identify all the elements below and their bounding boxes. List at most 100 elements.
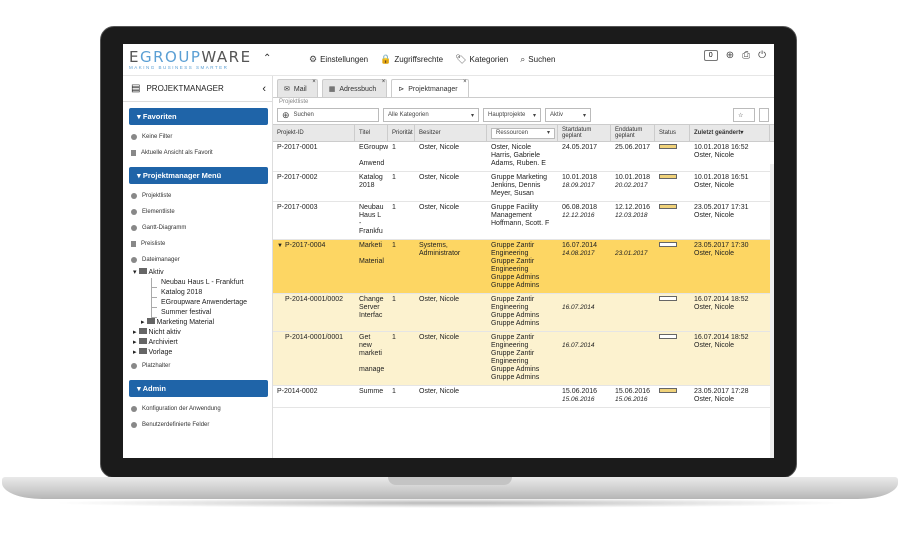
sidebar-item-save-favorite[interactable]: Aktuelle Ansicht als Favorit xyxy=(123,145,272,161)
main-area: ✉ Mail × ▦ Adressbuch × ⊳ Projektmanager × Pro… xyxy=(273,76,774,458)
cell-id: P-2014-0001/0002 xyxy=(285,296,343,303)
menu-permissions[interactable]: 🔒 Zugriffsrechte xyxy=(380,54,444,64)
sidebar-item-gantt[interactable]: Gantt-Diagramm xyxy=(123,220,272,236)
tab-projectmanager[interactable]: ⊳ Projektmanager × xyxy=(391,79,469,97)
chevron-left-icon[interactable]: ‹ xyxy=(262,82,266,95)
tree-file[interactable]: EGroupware Anwendertage xyxy=(133,298,272,308)
top-right-icons: 0 ⊕ ⎙ ⏻ xyxy=(703,50,766,61)
table-row[interactable]: P-2014-0002 Summe 1 Oster, Nicole 15.06.2016… xyxy=(273,386,774,408)
favorite-star-button[interactable]: ☆ xyxy=(733,108,755,122)
tree-node-marketing[interactable]: ▸ Marketing Material xyxy=(141,318,215,326)
status-select[interactable]: Aktiv ▾ xyxy=(545,108,591,122)
filter-icon xyxy=(131,134,137,140)
cell-mod: 23.05.2017 17:30 Oster, Nicole xyxy=(694,242,749,257)
col-status[interactable]: Status xyxy=(655,125,690,141)
col-resources[interactable]: Ressourcen ▾ xyxy=(487,125,558,141)
cell-start: 10.01.2018 18.09.2017 xyxy=(562,174,598,189)
cell-res: Gruppe Zantir Engineering Gruppe Zantir Eng… xyxy=(491,242,540,289)
col-owner[interactable]: Besitzer xyxy=(415,125,487,141)
scrollbar[interactable] xyxy=(770,164,774,458)
file-icon xyxy=(151,278,157,288)
file-tree: ▾ Aktiv Neubau Haus L - Frankfurt Katalog… xyxy=(123,268,272,358)
mail-icon: ✉ xyxy=(284,86,290,93)
table-row[interactable]: P-2014-0001/0001 Get new marketi manage 1 Oste… xyxy=(273,332,774,386)
menu-search[interactable]: ⌕ Suchen xyxy=(520,54,556,64)
search-input[interactable]: ⊕ Suchen xyxy=(277,108,379,122)
sidebar-item-custom-fields[interactable]: Benutzerdefinierte Felder xyxy=(123,417,272,433)
add-icon[interactable]: ⊕ xyxy=(282,109,290,120)
table-row[interactable]: P-2017-0001 EGroupw Anwend 1 Oster, Nicole Os… xyxy=(273,142,774,172)
cell-start: 16.07.2014 14.08.2017 xyxy=(562,242,598,257)
sidebar: ▤ PROJEKTMANAGER ‹ ▾ Favoriten Keine Fil… xyxy=(123,76,273,458)
print-icon[interactable]: ⎙ xyxy=(742,50,751,61)
sidebar-item-config[interactable]: Konfiguration der Anwendung xyxy=(123,401,272,417)
cell-bar xyxy=(655,294,690,331)
sidebar-item-pricelist[interactable]: Preisliste xyxy=(123,236,272,252)
section-favorites[interactable]: ▾ Favoriten xyxy=(129,108,268,125)
col-priority[interactable]: Priorität xyxy=(388,125,415,141)
section-admin[interactable]: ▾ Admin xyxy=(129,380,268,397)
col-end[interactable]: Enddatum geplant xyxy=(611,125,655,141)
col-start[interactable]: Startdatum geplant xyxy=(558,125,611,141)
cell-bar xyxy=(655,240,690,293)
category-select[interactable]: Alle Kategorien ▾ xyxy=(383,108,479,122)
collapse-header-icon[interactable]: ⌃ xyxy=(263,53,272,64)
notification-counter[interactable]: 0 xyxy=(703,50,718,61)
add-icon[interactable]: ⊕ xyxy=(725,50,735,61)
grid-header: Projekt-ID Titel Priorität Besitzer Ress… xyxy=(273,124,774,142)
sidebar-item-filemanager[interactable]: Dateimanager xyxy=(123,252,272,268)
cell-end xyxy=(611,332,655,385)
cell-id: P-2017-0002 xyxy=(277,174,318,181)
folder-icon xyxy=(138,328,147,334)
expand-icon[interactable]: ▼ xyxy=(277,243,283,249)
close-icon[interactable]: × xyxy=(463,79,467,85)
cell-bar xyxy=(655,142,690,171)
logo: EGROUPWARE MAKING BUSINESS SMARTER xyxy=(129,48,252,70)
menu-settings[interactable]: ⚙ Einstellungen xyxy=(309,54,369,64)
close-icon[interactable]: × xyxy=(381,79,386,85)
options-button[interactable] xyxy=(759,108,769,122)
placeholder-icon xyxy=(131,363,137,369)
tree-file[interactable]: Summer festival xyxy=(133,308,272,318)
cell-title: Get new marketi manage xyxy=(359,334,385,373)
menu-categories[interactable]: 🏷 Kategorien xyxy=(455,54,509,64)
table-row[interactable]: ▼ P-2017-0004 Marketi Material 1 Systems, Admi… xyxy=(273,240,774,294)
project-type-select[interactable]: Hauptprojekte ▾ xyxy=(483,108,541,122)
table-row[interactable]: P-2017-0002 Katalog 2018 1 Oster, Nicole Grup… xyxy=(273,172,774,202)
cell-res: Gruppe Zantir Engineering Gruppe Zantir Eng… xyxy=(491,334,540,381)
table-row[interactable]: P-2014-0001/0002 Change Server Interfac 1 Ost… xyxy=(273,294,774,332)
tree-node-vorlage[interactable]: ▸ Vorlage xyxy=(133,348,173,356)
close-icon[interactable]: × xyxy=(312,79,316,85)
table-row[interactable]: P-2017-0003 Neubau Haus L - Frankfu 1 Oster, N… xyxy=(273,202,774,240)
cell-title: EGroupw Anwend xyxy=(359,144,388,167)
cell-start: 06.08.2018 12.12.2016 xyxy=(562,204,598,219)
tree-file[interactable]: Neubau Haus L - Frankfurt xyxy=(133,278,272,288)
sidebar-item-placeholder[interactable]: Platzhalter xyxy=(123,358,272,374)
sidebar-item-element-list[interactable]: Elementliste xyxy=(123,204,272,220)
tab-addressbook[interactable]: ▦ Adressbuch × xyxy=(321,79,388,97)
cell-end: 12.12.2016 12.03.2018 xyxy=(615,204,651,219)
tree-node-archiviert[interactable]: ▸ Archiviert xyxy=(133,338,178,346)
col-projekt-id[interactable]: Projekt-ID xyxy=(273,125,355,141)
gear-icon xyxy=(131,406,137,412)
tree-node-aktiv[interactable]: ▾ Aktiv xyxy=(133,268,164,276)
cell-id: ▼ P-2017-0004 xyxy=(277,242,326,249)
col-title[interactable]: Titel xyxy=(355,125,388,141)
lock-icon: 🔒 xyxy=(380,54,392,64)
tree-node-nicht-aktiv[interactable]: ▸ Nicht aktiv xyxy=(133,328,181,336)
cell-owner: Oster, Nicole xyxy=(419,174,460,181)
col-modified[interactable]: Zuletzt geändert ▾ xyxy=(690,125,770,141)
status-bar xyxy=(659,144,677,149)
cell-start: 16.07.2014 xyxy=(562,342,595,349)
power-icon[interactable]: ⏻ xyxy=(758,50,766,61)
section-project-menu[interactable]: ▾ Projektmanager Menü xyxy=(129,167,268,184)
gear-icon: ⚙ xyxy=(309,54,318,64)
sidebar-item-no-filter[interactable]: Keine Filter xyxy=(123,129,272,145)
tree-file[interactable]: Katalog 2018 xyxy=(133,288,272,298)
tab-mail[interactable]: ✉ Mail × xyxy=(277,79,318,97)
chevron-down-icon: ▾ xyxy=(582,112,586,119)
filter-toolbar: ⊕ Suchen Alle Kategorien ▾ Hauptprojekte ▾ … xyxy=(273,106,774,124)
sidebar-item-project-list[interactable]: Projektliste xyxy=(123,188,272,204)
cell-mod: 16.07.2014 18:52 Oster, Nicole xyxy=(694,296,749,311)
element-icon xyxy=(131,209,137,215)
